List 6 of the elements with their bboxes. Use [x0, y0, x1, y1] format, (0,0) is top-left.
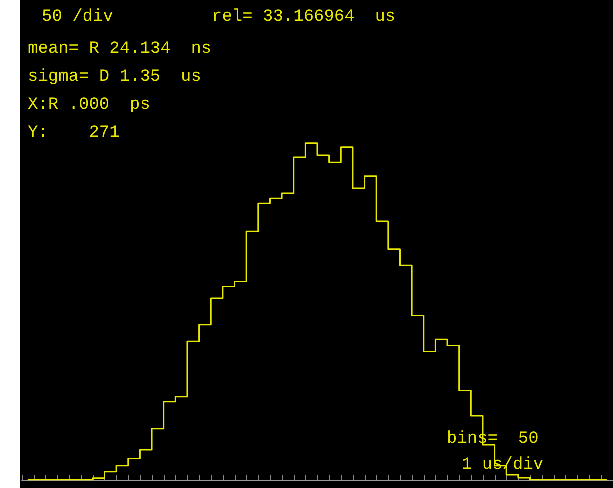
- text: sigma= D 1.35 us: [28, 68, 202, 87]
- text: mean= R 24.134 ns: [28, 40, 212, 59]
- text: Y: 271: [28, 124, 120, 143]
- text: X:R .000 ps: [28, 96, 150, 115]
- text: rel= 33.166964 us: [212, 8, 396, 27]
- text: 50 /div: [42, 8, 114, 27]
